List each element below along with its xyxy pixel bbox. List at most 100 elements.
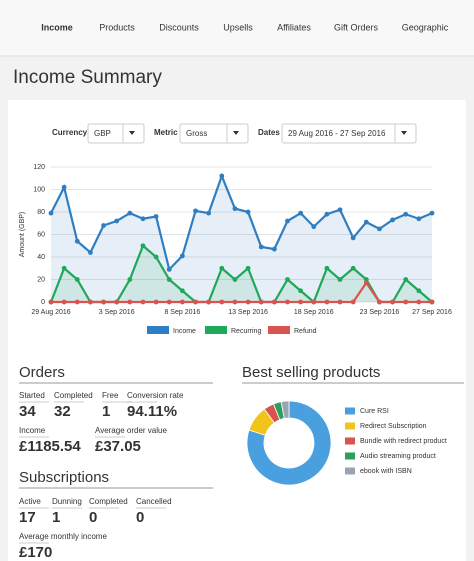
point	[416, 288, 422, 294]
stat-value: £170	[19, 544, 52, 561]
legend-swatch[interactable]	[345, 422, 355, 430]
point	[337, 207, 343, 213]
nav-tab[interactable]: Affiliates	[277, 22, 311, 32]
stat-label: Completed	[54, 391, 93, 400]
donut-slice	[246, 400, 332, 486]
legend-label[interactable]: ebook with ISBN	[360, 468, 412, 475]
point	[88, 250, 93, 255]
select-arrow	[129, 131, 135, 135]
point	[271, 299, 277, 305]
legend-swatch[interactable]	[268, 326, 290, 334]
point	[153, 214, 159, 219]
point	[74, 277, 80, 282]
panel	[8, 100, 466, 561]
legend-swatch[interactable]	[147, 326, 169, 334]
point	[74, 299, 80, 305]
nav-tab[interactable]: Income	[41, 22, 73, 32]
point	[101, 223, 106, 228]
point	[350, 265, 356, 271]
x-tick-label: 8 Sep 2016	[164, 309, 200, 316]
point	[48, 210, 54, 216]
y-axis-label: Amount (GBP)	[19, 212, 26, 258]
legend-label[interactable]: Refund	[294, 328, 317, 335]
nav-bar	[0, 0, 474, 56]
point	[114, 218, 120, 224]
stat-label: Cancelled	[136, 497, 172, 506]
stat-value: 0	[89, 509, 97, 526]
point	[61, 299, 67, 305]
filter-value: 29 Aug 2016 - 27 Sep 2016	[288, 129, 386, 138]
stat-value: 17	[19, 509, 36, 526]
filter-label: Metric	[154, 128, 178, 137]
point	[403, 299, 409, 305]
point	[114, 299, 120, 305]
legend-swatch[interactable]	[345, 452, 355, 460]
legend-label[interactable]: Income	[173, 328, 196, 335]
point	[311, 299, 317, 305]
point	[298, 288, 304, 294]
point	[403, 211, 409, 217]
point	[232, 299, 238, 305]
legend-swatch[interactable]	[205, 326, 227, 334]
point	[153, 254, 159, 260]
point	[206, 299, 212, 305]
filter-label: Dates	[258, 128, 280, 137]
point	[166, 277, 172, 282]
y-tick-label: 120	[33, 164, 45, 171]
nav-tab[interactable]: Gift Orders	[334, 22, 379, 32]
point	[127, 299, 133, 305]
point	[153, 299, 159, 305]
nav-tab[interactable]: Upsells	[223, 22, 253, 32]
stat-value: 32	[54, 403, 71, 420]
stat-value: 1	[102, 403, 110, 420]
stat-label: Average order value	[95, 426, 167, 435]
stat-value: 34	[19, 403, 36, 420]
stat-label: Average monthly income	[19, 532, 107, 541]
legend-label[interactable]: Bundle with redirect product	[360, 438, 447, 445]
point	[179, 288, 185, 294]
point	[166, 266, 172, 272]
point	[350, 299, 356, 305]
point	[416, 299, 422, 305]
point	[285, 218, 290, 224]
filter-select[interactable]	[281, 123, 417, 144]
point	[101, 299, 106, 305]
filter-select[interactable]	[87, 123, 145, 144]
y-tick-label: 60	[37, 231, 45, 238]
y-tick-label: 0	[41, 299, 45, 306]
x-tick-label: 27 Sep 2016	[412, 309, 452, 316]
legend-swatch[interactable]	[345, 437, 355, 445]
legend-label[interactable]: Recurring	[231, 328, 261, 335]
point	[377, 226, 382, 232]
point	[363, 280, 369, 286]
point	[350, 235, 356, 241]
filter-select[interactable]	[179, 123, 249, 144]
legend-label[interactable]: Cure RSI	[360, 408, 389, 415]
stat-label: Conversion rate	[127, 391, 184, 400]
point	[245, 265, 251, 271]
nav-tab[interactable]: Discounts	[159, 22, 199, 32]
legend-swatch[interactable]	[345, 467, 355, 475]
area	[51, 176, 432, 302]
nav-tab[interactable]: Geographic	[402, 22, 449, 32]
point	[140, 299, 146, 305]
point	[403, 277, 409, 282]
point	[193, 208, 198, 214]
legend-swatch[interactable]	[345, 407, 355, 415]
point	[337, 277, 343, 282]
stat-value: £1185.54	[19, 438, 81, 455]
filter-value: GBP	[94, 129, 111, 138]
stat-label: Dunning	[52, 497, 82, 506]
point	[74, 238, 80, 244]
point	[179, 253, 185, 259]
point	[390, 217, 395, 223]
x-tick-label: 18 Sep 2016	[294, 309, 334, 316]
point	[127, 210, 133, 216]
x-tick-label: 29 Aug 2016	[31, 309, 70, 316]
nav-tab[interactable]: Products	[99, 22, 135, 32]
point	[206, 210, 212, 216]
legend-label[interactable]: Redirect Subscription	[360, 423, 427, 430]
point	[245, 209, 251, 215]
legend-label[interactable]: Audio streaming product	[360, 453, 436, 460]
